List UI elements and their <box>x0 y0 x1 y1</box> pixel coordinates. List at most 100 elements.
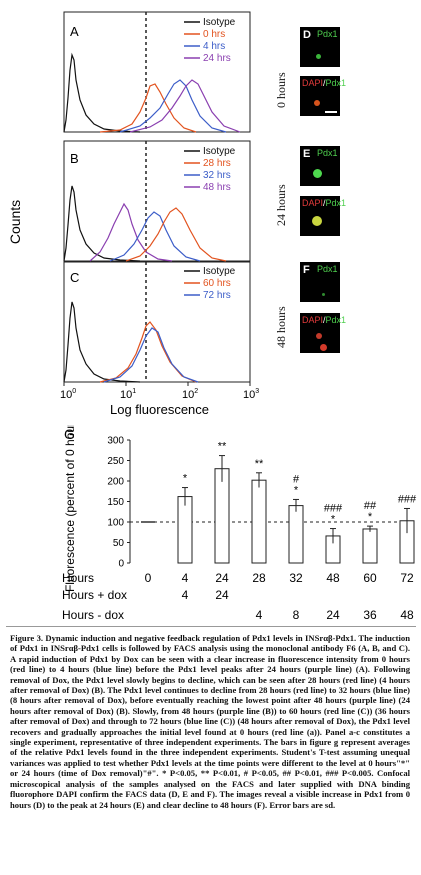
x-tick-3: 102 <box>182 388 198 401</box>
x-tick-4: 103 <box>243 388 259 401</box>
bar-chart-g: G Fluorescence (percent of 0 hours) 0 50 1… <box>62 425 417 622</box>
counts-axis-label: Counts <box>7 200 23 244</box>
micro-d-label-pdx1: Pdx1 <box>317 29 338 39</box>
table-cell: 36 <box>363 608 377 622</box>
micrograph-e-pdx1: E Pdx1 <box>300 146 340 186</box>
table-cell: 24 <box>326 608 340 622</box>
legend-b-isotype: Isotype <box>203 146 236 157</box>
curve-a-0hrs <box>99 83 197 133</box>
curve-c-72hrs <box>103 327 199 383</box>
significance-mark: * <box>368 511 373 523</box>
table-cell: 4 <box>256 608 263 622</box>
table-cell: 32 <box>289 571 303 585</box>
y-tick-label: 0 <box>118 559 124 570</box>
bar <box>362 528 378 564</box>
bar <box>177 496 193 564</box>
x-tick-2: 101 <box>120 388 136 401</box>
table-cell: 72 <box>400 571 414 585</box>
y-tick-label: 150 <box>107 497 124 508</box>
panel-letter-e: E <box>303 148 311 160</box>
micro-e-label-merge: DAPI/Pdx1 <box>302 198 347 208</box>
micro-f-label-merge: DAPI/Pdx1 <box>302 315 347 325</box>
table-cell: 60 <box>363 571 377 585</box>
curve-a-24hrs <box>129 79 241 133</box>
table-row-label: Hours <box>62 571 94 585</box>
significance-mark: ** <box>255 458 264 470</box>
ylabel-text: Fluorescence (percent of 0 hours) <box>63 425 77 592</box>
legend-a-4hrs: 4 hrs <box>203 41 225 52</box>
table-cell: 28 <box>252 571 266 585</box>
significance-mark: ## <box>364 500 377 512</box>
curve-b-28hrs <box>125 207 227 262</box>
micrograph-d-pdx1: D Pdx1 <box>300 27 340 67</box>
table-cell: 0 <box>145 571 152 585</box>
curve-a-isotype <box>63 52 141 133</box>
panel-b: B Isotype 28 hrs 32 hrs 48 hrs <box>63 140 251 262</box>
legend-b-48hrs: 48 hrs <box>203 182 231 193</box>
micrograph-e-merge: DAPI/Pdx1 <box>300 196 346 236</box>
legend-a-0hrs: 0 hrs <box>203 29 225 40</box>
curve-c-isotype <box>63 301 141 383</box>
time-label-48h: 48 hours <box>274 306 288 348</box>
legend-b-28hrs: 28 hrs <box>203 158 231 169</box>
y-tick-label: 300 <box>107 436 124 447</box>
curve-b-32hrs <box>109 211 201 262</box>
y-tick-label: 50 <box>113 538 125 549</box>
significance-mark: # <box>293 473 300 485</box>
panel-letter-a: A <box>70 24 79 39</box>
significance-mark: ### <box>324 503 343 515</box>
facs-histograms: Counts A Isotype 0 hrs 4 hrs 24 hrs B <box>7 11 259 417</box>
legend-c: Isotype 60 hrs 72 hrs <box>184 266 236 301</box>
micro-d-label-merge: DAPI/Pdx1 <box>302 78 347 88</box>
legend-a-isotype: Isotype <box>203 17 236 28</box>
legend-c-60hrs: 60 hrs <box>203 278 231 289</box>
panel-c: C Isotype 60 hrs 72 hrs <box>63 261 251 383</box>
table-cell: 24 <box>215 588 229 602</box>
curve-c-60hrs <box>99 321 197 383</box>
legend-b-32hrs: 32 hrs <box>203 170 231 181</box>
curve-b-48hrs <box>89 202 173 262</box>
figure-caption: Figure 3. Dynamic induction and negative… <box>10 633 410 810</box>
panel-letter-g: G <box>64 426 75 442</box>
y-tick-label: 100 <box>107 518 124 529</box>
panel-a: A Isotype 0 hrs 4 hrs 24 hrs <box>63 11 251 133</box>
y-tick-label: 250 <box>107 456 124 467</box>
bar <box>288 505 304 564</box>
y-tick-label: 200 <box>107 477 124 488</box>
micrograph-f-merge: DAPI/Pdx1 <box>300 313 346 353</box>
table-cell: 48 <box>326 571 340 585</box>
table-cell: 4 <box>182 571 189 585</box>
legend-c-isotype: Isotype <box>203 266 236 277</box>
table-cell: 8 <box>293 608 300 622</box>
significance-mark: ** <box>218 441 227 453</box>
micro-e-label-pdx1: Pdx1 <box>317 148 338 158</box>
flow-x-axis-label: Log fluorescence <box>110 402 209 417</box>
micrograph-d-merge: DAPI/Pdx1 <box>300 76 346 116</box>
curve-a-4hrs <box>119 79 227 133</box>
significance-mark: * <box>294 484 299 496</box>
flow-x-axis: 100 101 102 103 Log fluorescence <box>60 382 259 417</box>
legend-c-72hrs: 72 hrs <box>203 290 231 301</box>
legend-a-24hrs: 24 hrs <box>203 53 231 64</box>
time-label-24h: 24 hours <box>274 184 288 226</box>
bar-chart-ylabel: Fluorescence (percent of 0 hours) <box>63 425 77 592</box>
significance-mark: ### <box>398 493 417 505</box>
caption-divider <box>6 626 416 627</box>
table-cell: 4 <box>182 588 189 602</box>
micrograph-f-pdx1: F Pdx1 <box>300 262 340 302</box>
bar <box>214 468 230 564</box>
significance-mark: * <box>331 514 336 526</box>
table-cell: 24 <box>215 571 229 585</box>
curve-b-isotype <box>63 185 141 262</box>
x-tick-1: 100 <box>60 388 76 401</box>
panel-letter-c: C <box>70 270 79 285</box>
significance-mark: * <box>183 473 188 485</box>
table-row-label: Hours + dox <box>62 588 127 602</box>
panel-letter-b: B <box>70 151 79 166</box>
panel-letter-f: F <box>303 264 310 276</box>
panel-letter-d: D <box>303 29 311 41</box>
table-row-label: Hours - dox <box>62 608 124 622</box>
legend-b: Isotype 28 hrs 32 hrs 48 hrs <box>184 146 236 193</box>
micro-f-label-pdx1: Pdx1 <box>317 264 338 274</box>
time-label-0h: 0 hours <box>274 72 288 108</box>
